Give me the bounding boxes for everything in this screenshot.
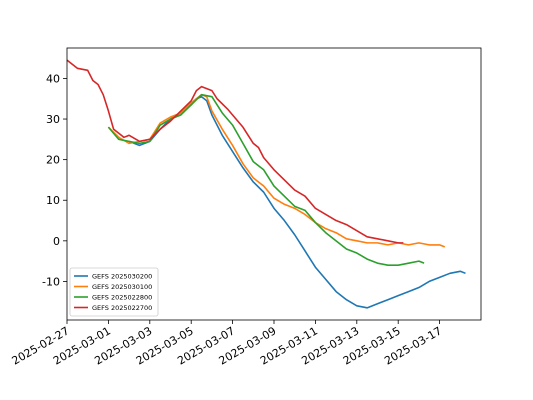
y-tick-label: 30	[46, 113, 60, 126]
series-line-1	[107, 93, 446, 248]
legend-label: GEFS 2025030100	[92, 283, 152, 291]
series-line-2	[107, 93, 425, 266]
legend-label: GEFS 2025022700	[92, 304, 152, 312]
y-tick-label: 0	[53, 235, 60, 248]
y-tick-label: 20	[46, 154, 60, 167]
y-tick-label: -10	[42, 275, 60, 288]
legend-label: GEFS 2025022800	[92, 293, 152, 301]
legend: GEFS 2025030200 GEFS 2025030100 GEFS 20250…	[69, 267, 159, 317]
legend-box	[69, 267, 159, 317]
y-axis: -10 0 10 20 30 40	[42, 72, 67, 288]
x-axis: 2025-02-272025-03-012025-03-032025-03-05…	[10, 320, 444, 368]
legend-label: GEFS 2025030200	[92, 272, 152, 280]
y-tick-label: 40	[46, 72, 60, 85]
series-layer	[66, 59, 466, 309]
y-tick-label: 10	[46, 194, 60, 207]
series-line-3	[66, 59, 404, 244]
